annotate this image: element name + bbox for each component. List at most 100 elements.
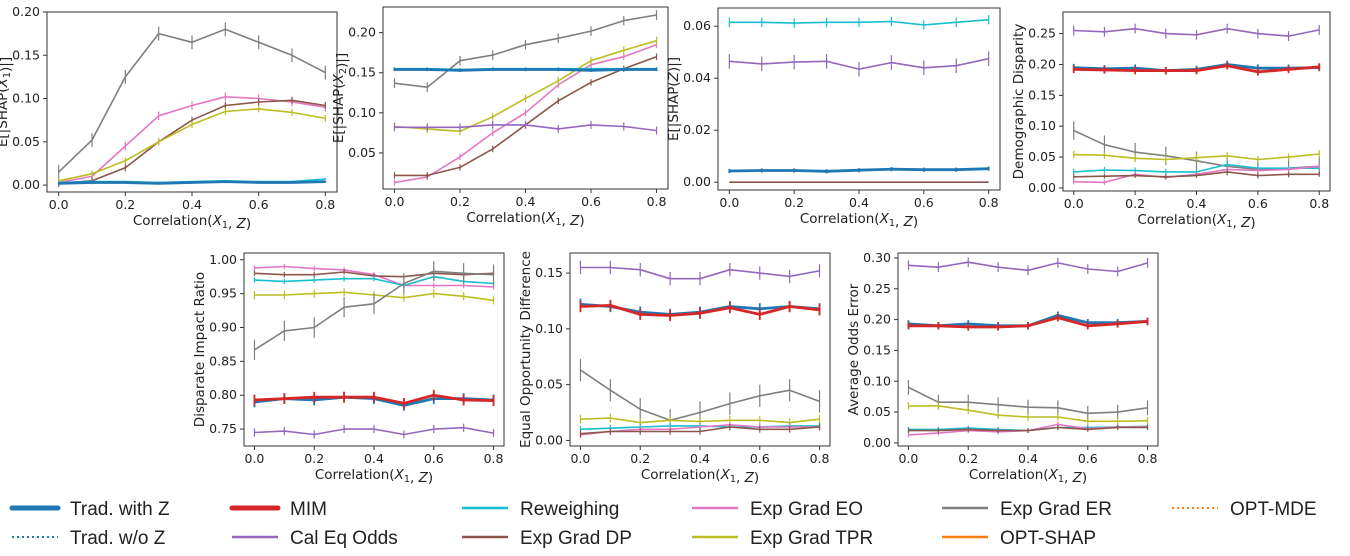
- y-tick-label: 0.85: [209, 353, 237, 368]
- x-axis-label: Correlation(X1, Z): [466, 210, 584, 229]
- legend-entry-optmde: OPT-MDE: [1172, 499, 1317, 520]
- series-mim: [253, 389, 495, 409]
- x-tick-label: 0.6: [914, 195, 934, 210]
- series-trad_z: [728, 166, 990, 174]
- subplot-4: 0.00 0.05 0.10 0.15 0.20 0.25 0.0 0.2 0.4 0.6 0.8 C…: [1011, 11, 1331, 231]
- legend: Trad. with Z MIM Reweighing Exp Grad EO Exp …: [9, 499, 1317, 549]
- legend-label: Exp Grad DP: [520, 528, 632, 549]
- x-tick-label: 0.0: [245, 451, 265, 466]
- series-er: [253, 261, 495, 360]
- x-tick-label: 0.4: [690, 451, 710, 466]
- series-trad_z: [57, 180, 327, 185]
- series-er: [393, 10, 658, 92]
- subplot-7: 0.00 0.05 0.10 0.15 0.20 0.25 0.30 0.0 0.2 0.4 0.6…: [846, 250, 1159, 486]
- series-cal: [1073, 23, 1320, 42]
- y-tick-label: 0.20: [863, 312, 891, 327]
- x-tick-label: 0.8: [647, 194, 667, 209]
- y-axis-label: E[|SHAP(Z)|]: [666, 57, 682, 141]
- subplot-6: 0.00 0.05 0.10 0.15 0.0 0.2 0.4 0.6 0.8 Correlati…: [518, 251, 831, 486]
- y-tick-label: 0.10: [12, 91, 40, 106]
- x-tick-label: 0.2: [784, 195, 804, 210]
- x-tick-label: 0.2: [1125, 196, 1145, 211]
- y-tick-label: 0.02: [683, 122, 711, 137]
- y-tick-label: 0.95: [209, 286, 237, 301]
- legend-entry-trad_noz: Trad. w/o Z: [12, 528, 166, 549]
- series-cal: [907, 257, 1149, 277]
- x-tick-label: 0.6: [750, 451, 770, 466]
- x-tick-label: 0.6: [424, 451, 444, 466]
- legend-label: MIM: [290, 499, 327, 520]
- x-tick-label: 0.0: [899, 451, 919, 466]
- y-tick-label: 0.05: [348, 145, 376, 160]
- y-tick-label: 0.90: [209, 319, 237, 334]
- legend-label: Reweighing: [520, 499, 619, 520]
- legend-entry-tpr: Exp Grad TPR: [692, 528, 873, 549]
- subplot-2: 0.05 0.10 0.15 0.20 0.0 0.2 0.4 0.6 0.8 Correlati…: [331, 6, 669, 229]
- y-tick-label: 0.25: [1028, 26, 1056, 41]
- y-tick-label: 0.30: [863, 250, 891, 265]
- series-dp: [579, 423, 821, 438]
- series-cal: [253, 423, 495, 439]
- x-tick-label: 0.6: [1078, 451, 1098, 466]
- legend-entry-dp: Exp Grad DP: [462, 528, 632, 549]
- series-cal: [728, 51, 990, 77]
- legend-label: Cal Eq Odds: [290, 528, 398, 549]
- series-tpr: [907, 402, 1149, 426]
- x-tick-label: 0.8: [315, 197, 335, 212]
- x-tick-label: 0.4: [1187, 196, 1207, 211]
- series-tpr: [579, 413, 821, 428]
- x-tick-label: 0.6: [249, 197, 269, 212]
- subplot-panels: 0.00 0.05 0.10 0.15 0.20 0.0 0.2 0.4 0.6 0.8 Corre…: [0, 4, 1331, 486]
- y-tick-label: 0.05: [12, 134, 40, 149]
- x-tick-label: 0.8: [810, 451, 830, 466]
- x-tick-label: 0.2: [958, 451, 978, 466]
- x-axis-label: Correlation(X1, Z): [133, 213, 251, 232]
- legend-entry-er: Exp Grad ER: [942, 499, 1112, 520]
- y-tick-label: 0.05: [863, 404, 891, 419]
- series-trad_z: [393, 67, 658, 72]
- x-tick-label: 0.8: [1138, 451, 1158, 466]
- series-dp: [1073, 169, 1320, 180]
- x-tick-label: 0.8: [1309, 196, 1329, 211]
- x-tick-label: 0.6: [581, 194, 601, 209]
- subplot-3: 0.00 0.02 0.04 0.06 0.0 0.2 0.4 0.6 0.8 Correlati…: [666, 7, 1001, 230]
- y-tick-label: 0.04: [683, 70, 711, 85]
- y-tick-label: 0.15: [1028, 87, 1056, 102]
- legend-label: Exp Grad ER: [1000, 499, 1112, 520]
- y-tick-label: 0.10: [1028, 118, 1056, 133]
- legend-entry-cal: Cal Eq Odds: [232, 528, 398, 549]
- y-tick-label: 0.75: [209, 421, 237, 436]
- series-cal: [579, 260, 821, 286]
- y-axis-label: Equal Opportunity Difference: [518, 251, 534, 448]
- y-tick-label: 0.00: [12, 177, 40, 192]
- series-rew: [728, 15, 990, 30]
- y-tick-label: 0.00: [683, 174, 711, 189]
- y-tick-label: 0.06: [683, 18, 711, 33]
- y-tick-label: 0.20: [348, 25, 376, 40]
- x-tick-label: 0.2: [304, 451, 324, 466]
- y-axis-label: Demographic Disparity: [1011, 24, 1027, 180]
- legend-label: Trad. w/o Z: [70, 528, 166, 549]
- legend-label: OPT-MDE: [1230, 499, 1317, 520]
- legend-label: Exp Grad TPR: [750, 528, 873, 549]
- y-tick-label: 0.20: [1028, 56, 1056, 71]
- x-tick-label: 0.0: [571, 451, 591, 466]
- legend-entry-optshap: OPT-SHAP: [942, 528, 1096, 549]
- x-tick-label: 0.4: [364, 451, 384, 466]
- x-tick-label: 0.4: [849, 195, 869, 210]
- x-tick-label: 0.0: [719, 195, 739, 210]
- legend-entry-rew: Reweighing: [462, 499, 619, 520]
- y-tick-label: 0.00: [535, 432, 563, 447]
- y-tick-label: 0.20: [12, 4, 40, 19]
- subplot-1: 0.00 0.05 0.10 0.15 0.20 0.0 0.2 0.4 0.6 0.8 Corre…: [0, 4, 338, 232]
- y-tick-label: 0.15: [12, 47, 40, 62]
- x-tick-label: 0.0: [385, 194, 405, 209]
- series-mim: [1072, 61, 1321, 76]
- x-axis-label: Correlation(X1, Z): [969, 467, 1087, 486]
- y-tick-label: 0.10: [348, 105, 376, 120]
- y-tick-label: 0.10: [535, 321, 563, 336]
- x-tick-label: 0.0: [49, 197, 69, 212]
- plot-frame: [717, 7, 1001, 191]
- x-tick-label: 0.6: [1248, 196, 1268, 211]
